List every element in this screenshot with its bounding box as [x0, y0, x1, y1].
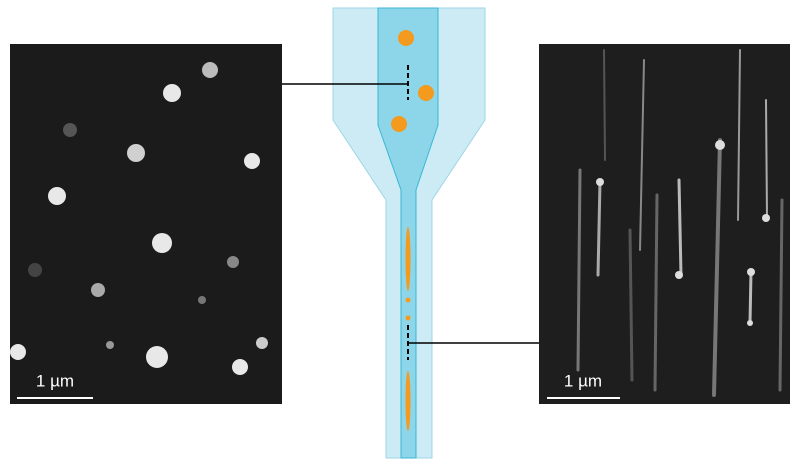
- left-micrograph: 1 µm: [10, 44, 282, 404]
- scale-label: 1 µm: [564, 371, 602, 390]
- scale-label: 1 µm: [36, 371, 74, 390]
- figure: 1 µm 1 µm: [0, 0, 798, 460]
- right-micrograph: 1 µm: [539, 44, 790, 404]
